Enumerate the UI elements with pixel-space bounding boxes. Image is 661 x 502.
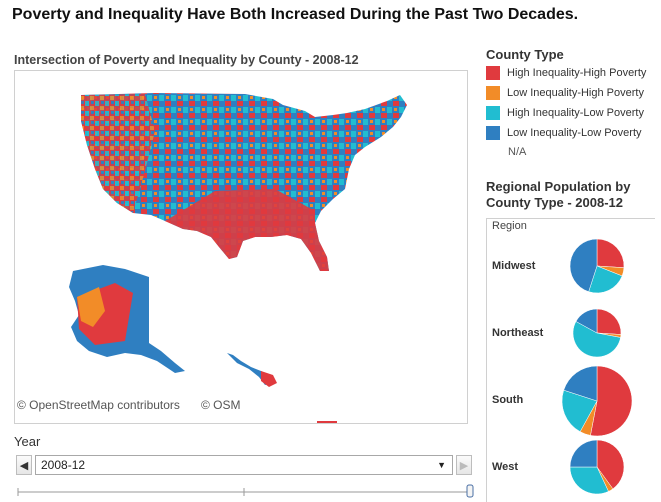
pie-slice-northeast-0[interactable] — [596, 308, 622, 335]
year-selected-value: 2008-12 — [41, 458, 86, 472]
year-filter-label: Year — [14, 434, 41, 449]
osm-attribution[interactable]: © OpenStreetMap contributors — [17, 398, 180, 412]
county-map[interactable] — [14, 70, 468, 424]
region-label-south: South — [492, 394, 524, 406]
legend-label: High Inequality-High Poverty — [507, 67, 647, 79]
slider-handle — [466, 484, 474, 498]
legend-item[interactable]: Low Inequality-Low Poverty — [486, 125, 642, 141]
legend-label: Low Inequality-High Poverty — [507, 87, 644, 99]
pie-slice-midwest-3[interactable] — [569, 238, 598, 292]
region-label-northeast: Northeast — [492, 327, 544, 339]
regional-pie-charts[interactable] — [540, 232, 650, 501]
region-label-midwest: Midwest — [492, 260, 536, 272]
legend-swatch — [486, 66, 500, 80]
region-label-west: West — [492, 461, 519, 473]
region-column-header: Region — [492, 220, 527, 232]
legend-swatch — [486, 126, 500, 140]
year-slider[interactable] — [16, 484, 474, 498]
puerto-rico-shape — [317, 421, 337, 423]
pie-slice-south-0[interactable] — [590, 365, 633, 437]
pie-slice-south-2[interactable] — [561, 389, 598, 433]
legend-item[interactable]: Low Inequality-High Poverty — [486, 85, 644, 101]
pie-slice-northeast-3[interactable] — [575, 308, 598, 334]
legend-item[interactable]: High Inequality-Low Poverty — [486, 105, 644, 121]
county-map-canvas[interactable] — [15, 71, 467, 423]
legend-label: High Inequality-Low Poverty — [507, 107, 644, 119]
us-contiguous-shape — [81, 93, 407, 271]
legend-na[interactable]: N/A — [508, 146, 527, 158]
pie-slice-south-3[interactable] — [563, 365, 598, 402]
chevron-left-icon: ◀ — [19, 459, 29, 472]
legend-label: Low Inequality-Low Poverty — [507, 127, 642, 139]
osm-logo-attribution[interactable]: © OSM — [201, 398, 241, 412]
year-dropdown[interactable]: 2008-12 ▼ — [35, 455, 453, 475]
year-next-button[interactable]: ▶ — [456, 455, 472, 475]
hawaii-big-island — [261, 371, 277, 387]
pie-slice-northeast-2[interactable] — [572, 321, 621, 358]
us-south-overlay — [165, 189, 329, 271]
pie-slice-midwest-2[interactable] — [588, 265, 623, 294]
legend-item[interactable]: High Inequality-High Poverty — [486, 65, 646, 81]
legend-title: County Type — [486, 47, 564, 62]
pie-slice-west-0[interactable] — [596, 439, 625, 490]
page-title: Poverty and Inequality Have Both Increas… — [12, 6, 579, 23]
year-prev-button[interactable]: ◀ — [16, 455, 32, 475]
alaska-orange — [77, 287, 105, 327]
pie-slice-west-3[interactable] — [569, 439, 598, 468]
caret-down-icon: ▼ — [437, 460, 446, 470]
regional-chart-title: Regional Population by County Type - 200… — [486, 179, 631, 210]
us-west-overlay — [81, 94, 155, 213]
map-title: Intersection of Poverty and Inequality b… — [14, 53, 359, 67]
year-filter-control: ◀ 2008-12 ▼ ▶ — [16, 454, 472, 476]
legend-swatch — [486, 86, 500, 100]
legend-swatch — [486, 106, 500, 120]
chevron-right-icon: ▶ — [459, 459, 469, 472]
pie-slice-west-2[interactable] — [569, 466, 609, 495]
pie-slice-midwest-0[interactable] — [596, 238, 625, 268]
regional-chart-frame — [486, 218, 655, 502]
